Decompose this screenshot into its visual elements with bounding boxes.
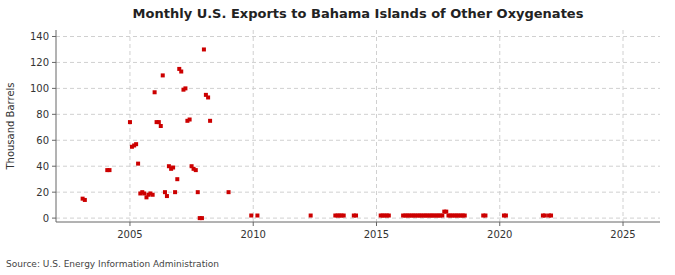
- point: [179, 70, 183, 74]
- y-tick-label: 60: [36, 135, 49, 146]
- y-tick-label: 100: [30, 83, 49, 94]
- point: [196, 190, 200, 194]
- grid-line-y: [56, 140, 660, 141]
- y-tick: [52, 192, 56, 193]
- y-axis-label: Thousand Barrels: [5, 82, 16, 170]
- point: [159, 124, 163, 128]
- y-axis-line: [56, 30, 57, 222]
- x-tick-label: 2010: [240, 229, 265, 240]
- point: [161, 73, 165, 77]
- y-tick: [52, 88, 56, 89]
- x-tick: [376, 222, 377, 226]
- grid-line-x: [376, 30, 377, 222]
- grid-line-x: [623, 30, 624, 222]
- x-tick-label: 2005: [117, 229, 142, 240]
- grid-line-x: [129, 30, 130, 222]
- point: [387, 214, 391, 218]
- point: [128, 120, 132, 124]
- point: [136, 162, 140, 166]
- point: [202, 47, 206, 51]
- y-tick-label: 0: [43, 213, 49, 224]
- x-tick-label: 2020: [487, 229, 512, 240]
- grid-line-x: [499, 30, 500, 222]
- point: [504, 214, 508, 218]
- point: [173, 190, 177, 194]
- x-tick: [253, 222, 254, 226]
- grid-line-x: [253, 30, 254, 222]
- point: [107, 168, 111, 172]
- grid-line-y: [56, 166, 660, 167]
- annotation: Source: U.S. Energy Information Administ…: [6, 259, 219, 269]
- x-tick: [623, 222, 624, 226]
- point: [151, 193, 155, 197]
- point: [549, 214, 553, 218]
- point: [543, 214, 547, 218]
- y-tick-label: 20: [36, 187, 49, 198]
- point: [183, 86, 187, 90]
- points: [81, 47, 553, 220]
- point: [309, 214, 313, 218]
- y-tick-label: 120: [30, 57, 49, 68]
- point: [163, 190, 167, 194]
- x-axis-line: [56, 222, 660, 223]
- point: [165, 194, 169, 198]
- y-tick: [52, 140, 56, 141]
- grid-line-y: [56, 36, 660, 37]
- point: [255, 214, 259, 218]
- y-tick: [52, 166, 56, 167]
- y-tick: [52, 218, 56, 219]
- point: [208, 119, 212, 123]
- point: [175, 177, 179, 181]
- point: [227, 190, 231, 194]
- point: [142, 191, 146, 195]
- x-tick-label: 2015: [364, 229, 389, 240]
- y-tick-label: 80: [36, 109, 49, 120]
- x-tick: [499, 222, 500, 226]
- chart: 0 20 40 60 80 100 120 140 2005 2010 2015 2020 2025 Mo…: [0, 0, 675, 275]
- point: [440, 214, 444, 218]
- point: [188, 118, 192, 122]
- grid-line-y: [56, 88, 660, 89]
- y-tick: [52, 114, 56, 115]
- point: [444, 210, 448, 214]
- point: [171, 166, 175, 170]
- point: [157, 120, 161, 124]
- grid-line-y: [56, 62, 660, 63]
- point: [483, 214, 487, 218]
- grid-line-y: [56, 218, 660, 219]
- point: [134, 142, 138, 146]
- y-tick-label: 40: [36, 161, 49, 172]
- point: [463, 214, 467, 218]
- x-tick-label: 2025: [610, 229, 635, 240]
- point: [194, 168, 198, 172]
- point: [354, 214, 358, 218]
- grid: [56, 30, 660, 222]
- x-tick: [129, 222, 130, 226]
- point: [200, 216, 204, 220]
- grid-line-y: [56, 192, 660, 193]
- point: [249, 214, 253, 218]
- point: [153, 90, 157, 94]
- point: [83, 198, 87, 202]
- title: Monthly U.S. Exports to Bahama Islands o…: [133, 6, 584, 21]
- y-tick: [52, 62, 56, 63]
- y-tick: [52, 36, 56, 37]
- point: [342, 214, 346, 218]
- point: [206, 95, 210, 99]
- y-tick-label: 140: [30, 31, 49, 42]
- grid-line-y: [56, 114, 660, 115]
